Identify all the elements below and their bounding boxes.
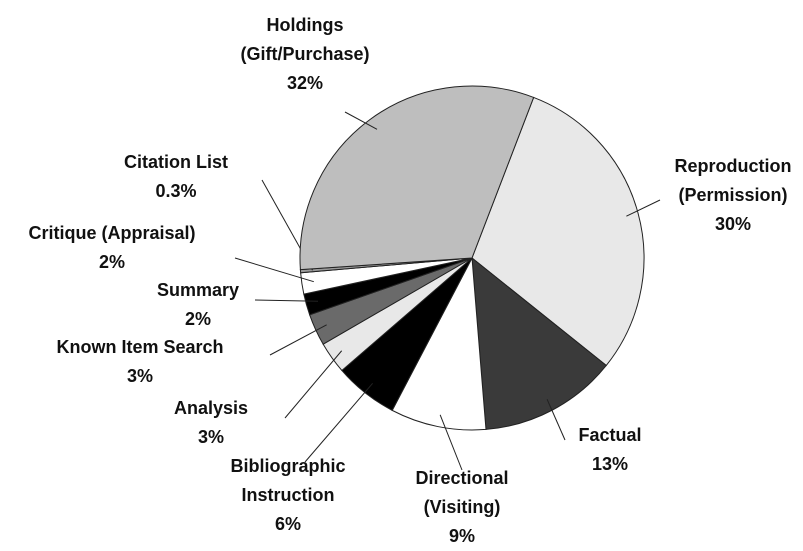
slice-label: Directional (Visiting) 9% [392, 464, 532, 551]
category-label: Known Item Search [56, 337, 224, 357]
value-label: 9% [448, 526, 475, 546]
slice-label: Bibliographic Instruction 6% [213, 452, 363, 539]
slice-label: Analysis 3% [171, 394, 251, 452]
leader-line [254, 299, 319, 302]
slice-label: Reproduction (Permission) 30% [658, 152, 803, 239]
pie-slice [391, 256, 487, 431]
leader-line [304, 383, 374, 463]
leader-line [284, 350, 343, 419]
value-label: 3% [197, 427, 224, 447]
slice-label: Known Item Search 3% [25, 333, 255, 391]
value-label: 13% [591, 454, 629, 474]
leader-line [439, 414, 463, 471]
pie-slice [471, 256, 607, 430]
chart [234, 85, 661, 471]
slice-label: Citation List 0.3% [106, 148, 246, 206]
leader-line [546, 399, 566, 441]
pie-slice [299, 85, 535, 271]
leader-line [269, 324, 327, 356]
category-label: Reproduction (Permission) [674, 156, 792, 205]
category-label: Summary [156, 280, 240, 300]
slice-label: Holdings (Gift/Purchase) 32% [220, 11, 390, 98]
category-label: Analysis [173, 398, 249, 418]
leader-line [626, 199, 661, 217]
slice-label: Factual 13% [570, 421, 650, 479]
pie-slice [471, 96, 645, 367]
category-label: Citation List [124, 152, 228, 172]
leader-line [234, 257, 314, 283]
value-label: 0.3% [155, 181, 197, 201]
slice-label: Summary 2% [148, 276, 248, 334]
page: {"chart_data": {"type": "pie", "categori… [2, 11, 803, 546]
value-label: 2% [184, 309, 211, 329]
value-label: 32% [286, 73, 324, 93]
category-label: Directional (Visiting) [415, 468, 509, 517]
category-label: Bibliographic Instruction [230, 456, 346, 505]
value-label: 3% [126, 366, 153, 386]
category-label: Holdings (Gift/Purchase) [240, 15, 370, 64]
value-label: 6% [274, 514, 301, 534]
leader-line [344, 111, 378, 130]
category-label: Factual [578, 425, 642, 445]
slice-label: Critique (Appraisal) 2% [2, 219, 222, 277]
category-label: Critique (Appraisal) [28, 223, 196, 243]
value-label: 30% [714, 214, 752, 234]
value-label: 2% [98, 252, 125, 272]
